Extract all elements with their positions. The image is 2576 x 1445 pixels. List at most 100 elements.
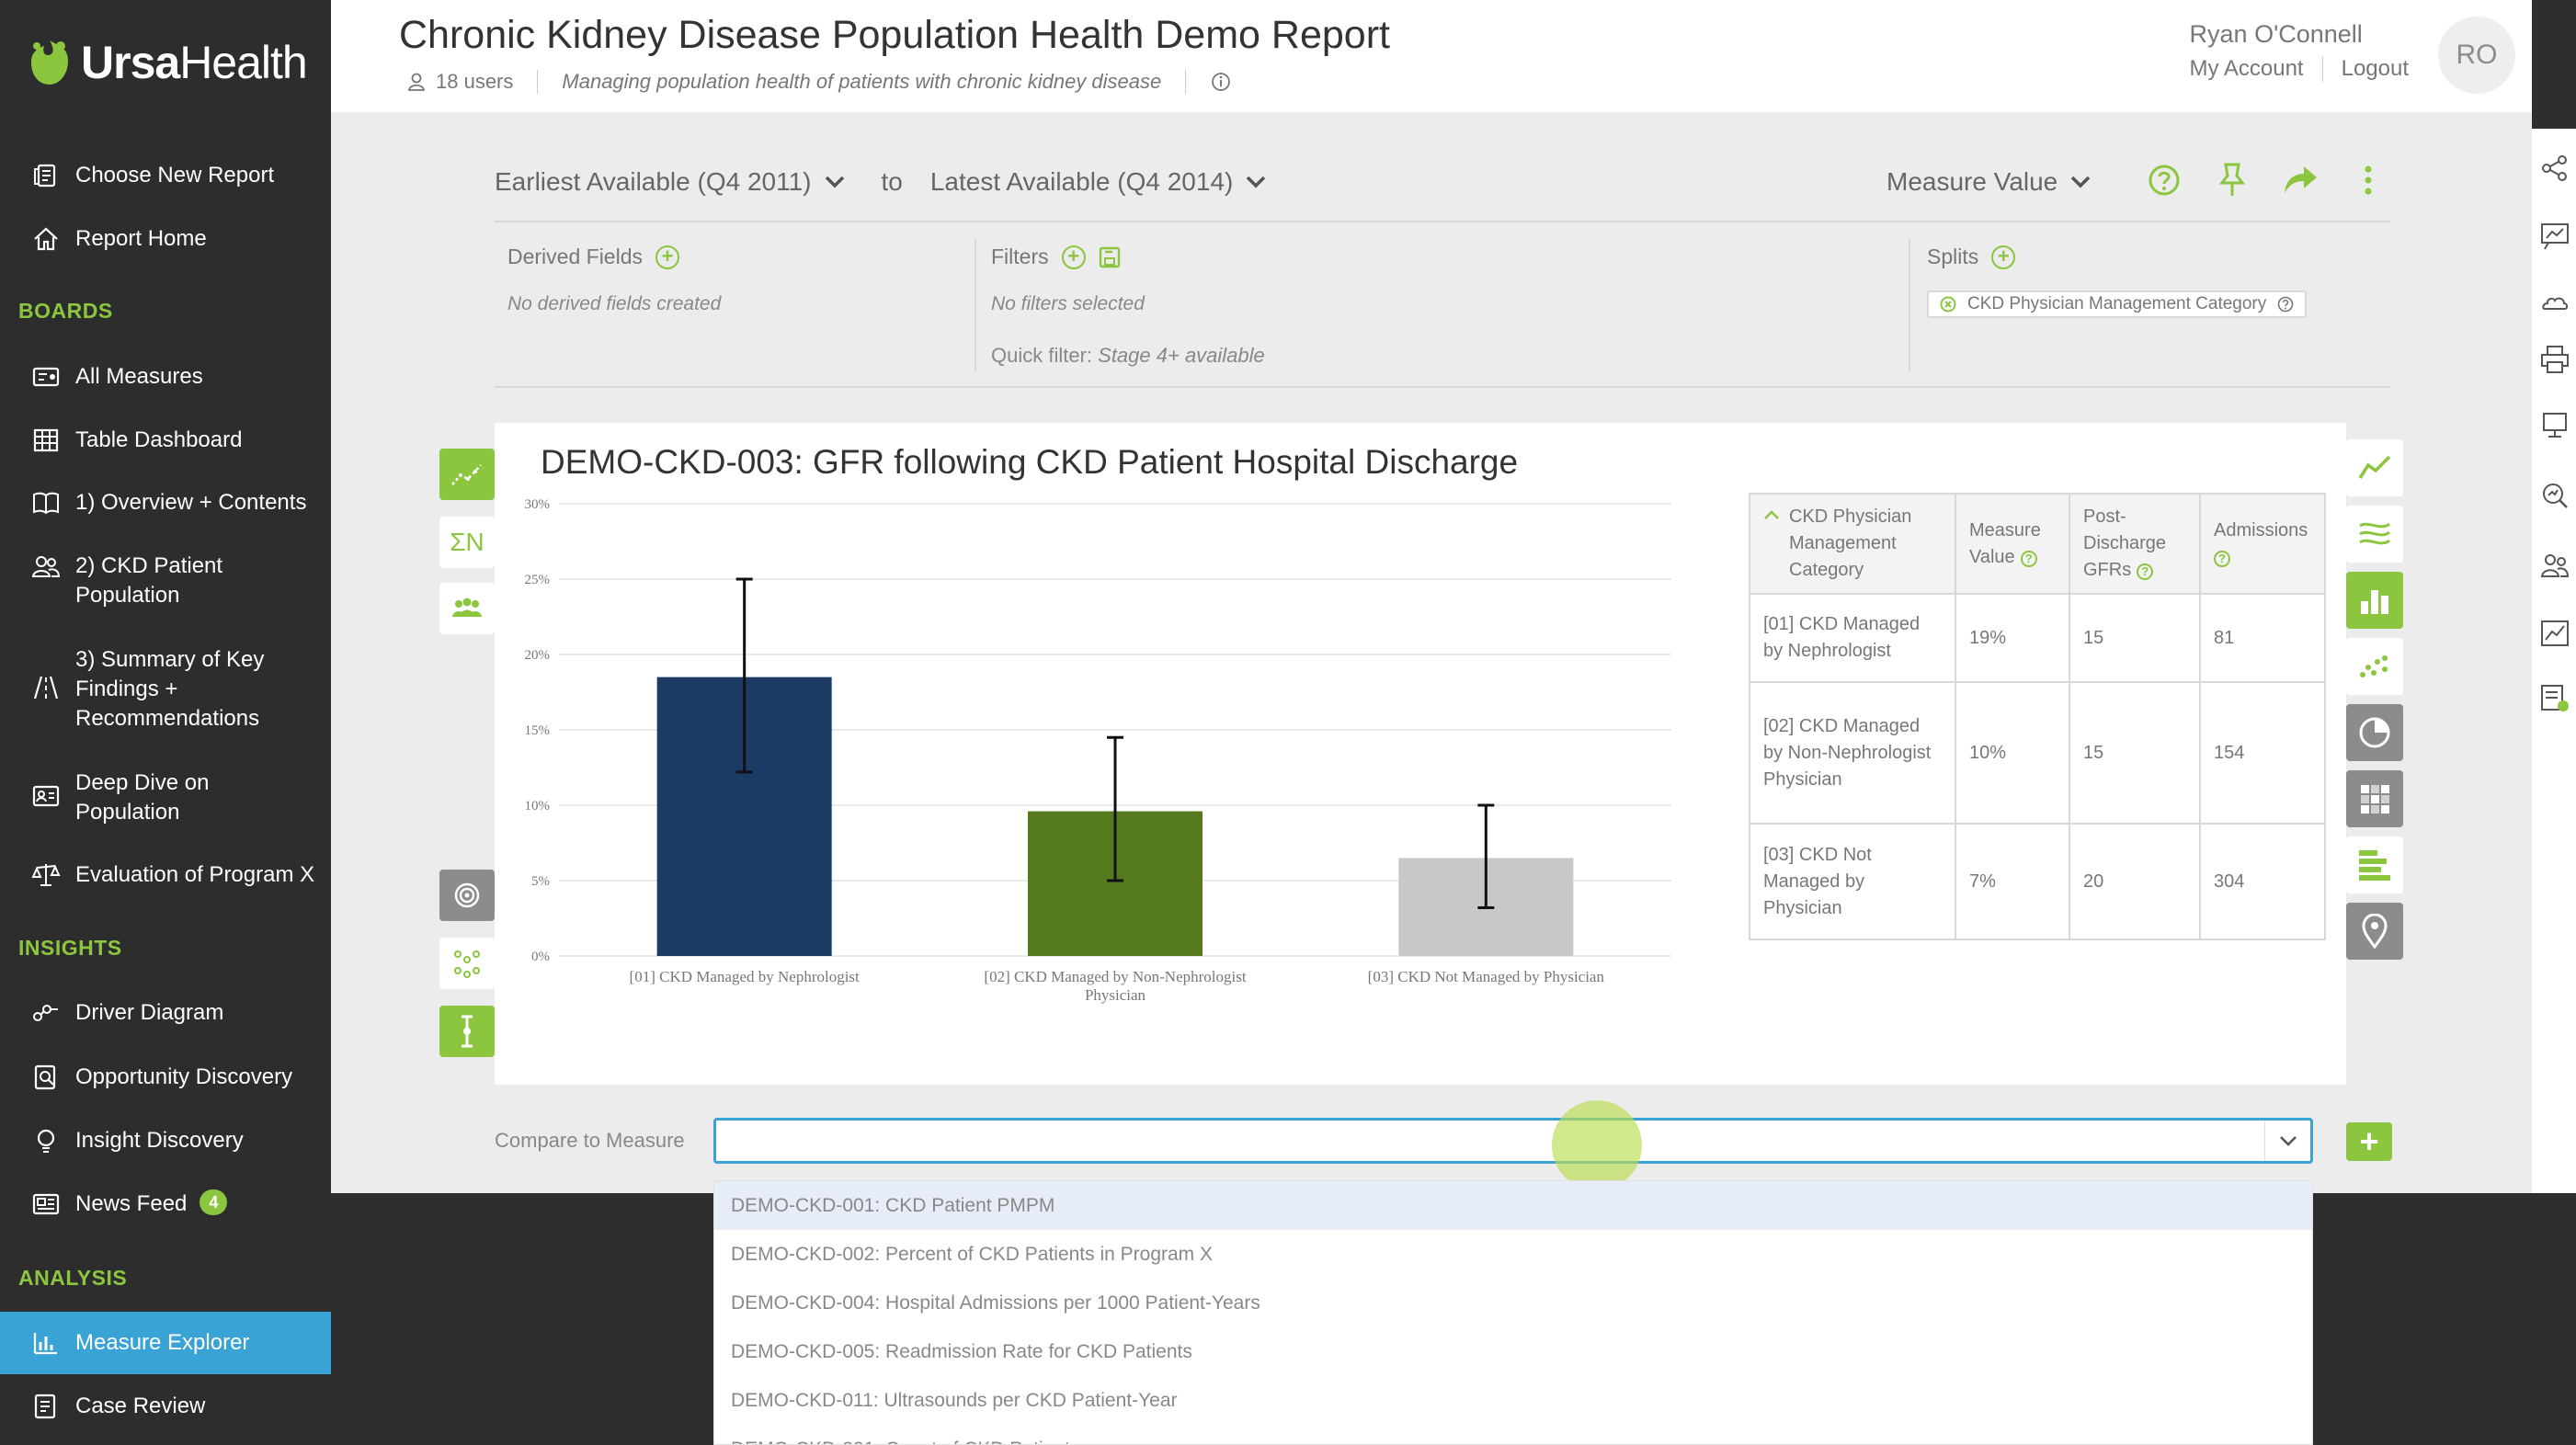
sidebar-item-all-measures[interactable]: All Measures [0, 362, 331, 392]
sidebar-item-opportunity-discovery[interactable]: Opportunity Discovery [0, 1063, 331, 1092]
table-header-measure-value[interactable]: Measure Value? [1955, 493, 2070, 595]
population-button[interactable] [439, 583, 495, 634]
chevron-down-icon[interactable] [825, 176, 845, 188]
add-compare-button[interactable]: + [2346, 1122, 2392, 1161]
dropdown-option[interactable]: DEMO-CKD-002: Percent of CKD Patients in… [731, 1244, 1214, 1265]
monitor-icon[interactable] [2539, 410, 2570, 441]
chevron-down-icon[interactable] [1246, 176, 1266, 188]
report-subheader: 18 users Managing population health of p… [406, 70, 1232, 94]
share-nodes-icon[interactable] [2539, 153, 2570, 184]
bar-chart-button[interactable] [2346, 572, 2403, 629]
avatar[interactable]: RO [2438, 17, 2515, 94]
scatter-dots-button[interactable] [439, 938, 495, 989]
help-icon[interactable]: ? [2214, 550, 2230, 567]
sidebar-item-label: All Measures [75, 364, 203, 389]
my-account-link[interactable]: My Account [2189, 56, 2304, 81]
chart-title: DEMO-CKD-003: GFR following CKD Patient … [541, 443, 1519, 481]
compare-dropdown-toggle[interactable] [2264, 1121, 2310, 1161]
share-arrow-icon[interactable] [2282, 160, 2319, 200]
sidebar-item-case-review[interactable]: Case Review [0, 1392, 331, 1421]
sort-up-icon[interactable] [1763, 504, 1780, 584]
sidebar-item-news-feed[interactable]: News Feed 4 [0, 1189, 331, 1219]
table-cell: 20 [2069, 823, 2201, 940]
users-count[interactable]: 18 users [436, 70, 514, 93]
band-chart-button[interactable] [2346, 506, 2403, 563]
dropdown-option[interactable]: DEMO-CKD-001: CKD Patient PMPM [714, 1181, 2312, 1230]
sidebar-item-summary-key-findings[interactable]: 3) Summary of Key Findings + Recommendat… [0, 645, 331, 734]
sidebar-item-table-dashboard[interactable]: Table Dashboard [0, 426, 331, 455]
cursor-highlight [1552, 1100, 1642, 1190]
sidebar-item-deep-dive-population[interactable]: Deep Dive on Population [0, 768, 331, 827]
divider [975, 239, 976, 371]
band-chart-icon [2357, 518, 2392, 550]
pie-chart-button[interactable] [2346, 704, 2403, 761]
sidebar-item-overview-contents[interactable]: 1) Overview + Contents [0, 488, 331, 518]
y-tick-label: 0% [531, 950, 550, 964]
presentation-icon[interactable] [2539, 221, 2570, 252]
scatter-chart-button[interactable] [2346, 638, 2403, 695]
sidebar-item-measure-explorer[interactable]: Measure Explorer [0, 1312, 331, 1374]
ursa-health-logo[interactable]: UrsaHealth [26, 26, 308, 99]
sidebar-item-insight-discovery[interactable]: Insight Discovery [0, 1126, 331, 1155]
measure-value-select[interactable]: Measure Value [1886, 167, 2091, 197]
map-button[interactable] [2346, 903, 2403, 960]
table-header-category[interactable]: CKD Physician Management Category [1749, 493, 1956, 595]
table-header-admissions[interactable]: Admissions? [2199, 493, 2326, 595]
help-icon[interactable] [2146, 160, 2183, 200]
quick-filter-value[interactable]: Stage 4+ [1098, 344, 1180, 367]
bar-chart: 0% 5% 10% 15% 20% 25% 30% [01] CKD Managed by N… [525, 497, 1671, 1004]
start-date-select[interactable]: Earliest Available (Q4 2011) [495, 167, 812, 196]
add-split-icon[interactable]: + [1991, 245, 2016, 269]
sidebar-item-report-home[interactable]: Report Home [0, 224, 331, 254]
table-cell: 7% [1955, 823, 2070, 940]
trend-report-icon[interactable] [2539, 618, 2570, 649]
info-icon[interactable] [1210, 71, 1232, 93]
logo-text-bold: Ursa [81, 37, 180, 88]
horizontal-bar-button[interactable] [2346, 836, 2403, 893]
save-filter-icon[interactable] [1099, 246, 1121, 268]
help-icon[interactable]: ? [2137, 563, 2154, 580]
table-row: [03] CKD Not Managed by Physician 7% 20 … [1749, 823, 2326, 940]
help-icon[interactable]: ? [2020, 550, 2037, 567]
sidebar-item-choose-new-report[interactable]: Choose New Report [0, 161, 331, 190]
sidebar-item-evaluation-program-x[interactable]: Evaluation of Program X [0, 860, 331, 890]
heatmap-button[interactable] [2346, 770, 2403, 827]
trend-tool-button[interactable] [439, 449, 495, 500]
split-help-icon[interactable] [2277, 296, 2294, 313]
compare-measure-input[interactable] [713, 1118, 2313, 1164]
cloud-icon[interactable] [2539, 287, 2570, 318]
profile-card-icon [29, 781, 63, 811]
line-chart-button[interactable] [2346, 439, 2403, 496]
pin-icon[interactable] [2214, 160, 2251, 200]
dropdown-option[interactable]: DEMO-CKD-005: Readmission Rate for CKD P… [731, 1341, 1192, 1362]
dropdown-option[interactable]: DEMO-CKD-011: Ultrasounds per CKD Patien… [731, 1390, 1178, 1411]
split-chip[interactable]: CKD Physician Management Category [1927, 290, 2308, 318]
users-group-icon[interactable] [2539, 550, 2570, 581]
table-header-post-discharge[interactable]: Post-Discharge GFRs? [2069, 493, 2201, 595]
add-filter-icon[interactable]: + [1061, 245, 1086, 269]
user-block: Ryan O'Connell My Account Logout [2190, 20, 2409, 82]
sidebar-item-ckd-patient-population[interactable]: 2) CKD Patient Population [0, 552, 331, 610]
divider [495, 221, 2390, 222]
add-derived-field-icon[interactable]: + [655, 245, 679, 269]
dropdown-option[interactable]: DEMO-CKD-004: Hospital Admissions per 10… [731, 1292, 1260, 1314]
sidebar-item-driver-diagram[interactable]: Driver Diagram [0, 998, 331, 1028]
logout-link[interactable]: Logout [2341, 56, 2409, 81]
search-analytics-icon[interactable] [2539, 480, 2570, 511]
quick-filter-prefix: Quick filter: [991, 344, 1099, 367]
sidebar-item-label: Insight Discovery [75, 1128, 244, 1153]
table-cell: 81 [2199, 593, 2326, 683]
remove-split-icon[interactable] [1940, 296, 1956, 313]
report-description: Managing population health of patients w… [562, 70, 1162, 93]
printer-icon[interactable] [2539, 344, 2570, 375]
sum-n-button[interactable]: ΣN [439, 517, 495, 568]
x-tick-label: [03] CKD Not Managed by Physician [1368, 968, 1605, 985]
notes-alert-icon[interactable] [2539, 682, 2570, 713]
end-date-select[interactable]: Latest Available (Q4 2014) [929, 167, 1234, 196]
dropdown-option[interactable]: DEMO-CKD-901: Count of CKD Patients [714, 1425, 2312, 1444]
target-button[interactable] [439, 870, 495, 921]
more-vertical-icon[interactable] [2350, 160, 2387, 200]
range-button[interactable] [439, 1006, 495, 1057]
case-icon [29, 1392, 63, 1421]
sidebar-item-label: Report Home [75, 226, 207, 251]
